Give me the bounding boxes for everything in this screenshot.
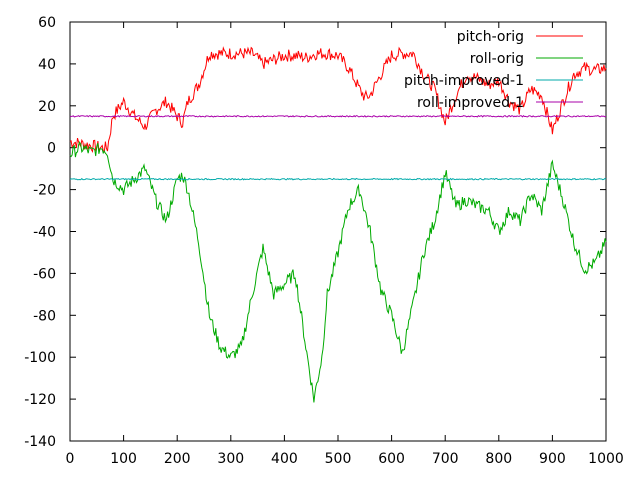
legend: pitch-orig roll-orig pitch-improved-1 roll-…: [404, 29, 583, 111]
y-tick-label: 60: [38, 15, 56, 31]
plot-frame: [69, 21, 607, 442]
x-tick-label: 800: [485, 451, 512, 467]
plot-border: [69, 21, 607, 442]
x-tick-label: 900: [539, 451, 566, 467]
y-tick-label: -120: [24, 392, 56, 408]
y-tick-label: 0: [47, 141, 56, 157]
legend-label: roll-improved-1: [417, 95, 524, 111]
x-tick-label: 200: [164, 451, 191, 467]
x-tick-label: 0: [66, 451, 75, 467]
x-tick-label: 1000: [588, 451, 624, 467]
axis-ticks: 0 100 200 300 400 500 600 700 800 900 1000-140-120…: [24, 15, 624, 467]
y-tick-label: -40: [33, 225, 56, 241]
series-line-pitch-improved-1: [69, 177, 607, 181]
y-tick-label: -100: [24, 350, 56, 366]
series-line-pitch-orig: [69, 46, 607, 154]
legend-label: pitch-orig: [457, 29, 524, 45]
series-line-roll-improved-1: [69, 114, 607, 118]
series-line-roll-orig: [69, 140, 607, 403]
x-tick-label: 100: [110, 451, 137, 467]
y-tick-label: -60: [33, 266, 56, 282]
y-tick-label: -140: [24, 434, 56, 450]
x-tick-label: 700: [432, 451, 459, 467]
x-tick-label: 600: [378, 451, 405, 467]
x-tick-label: 300: [217, 451, 244, 467]
y-tick-label: -80: [33, 308, 56, 324]
y-tick-label: 20: [38, 99, 56, 115]
legend-label: pitch-improved-1: [404, 73, 524, 89]
legend-label: roll-orig: [470, 51, 524, 67]
series-lines: [69, 46, 607, 403]
x-tick-label: 500: [325, 451, 352, 467]
y-tick-label: 40: [38, 57, 56, 73]
y-tick-label: -20: [33, 183, 56, 199]
x-tick-label: 400: [271, 451, 298, 467]
